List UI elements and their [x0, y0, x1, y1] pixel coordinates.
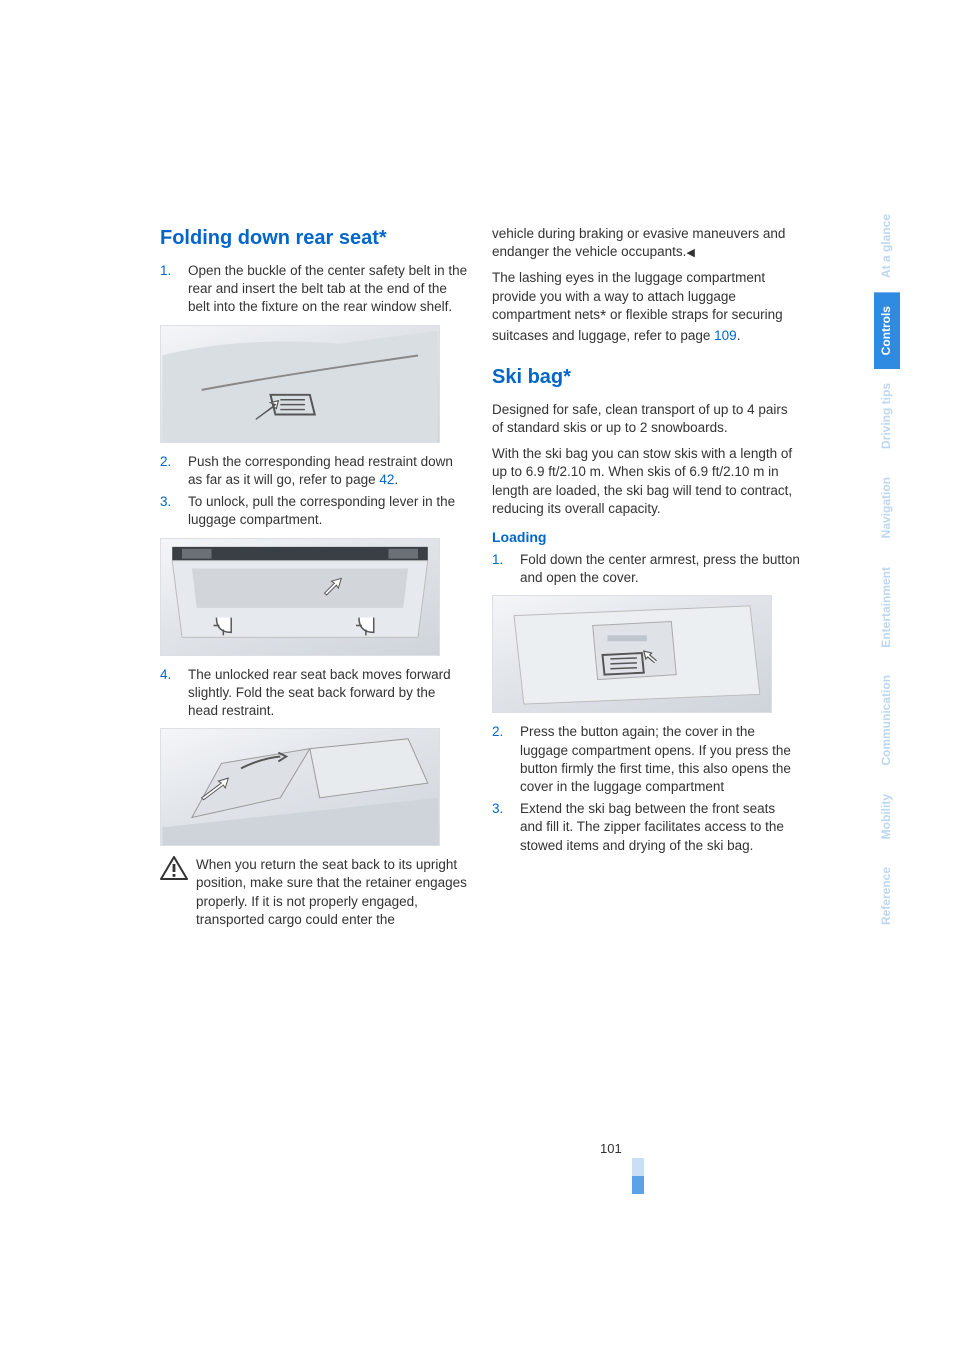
step-item: 4. The unlocked rear seat back moves for…: [160, 666, 468, 721]
tab-driving-tips[interactable]: Driving tips: [874, 369, 900, 463]
text-fragment: .: [394, 472, 398, 487]
tab-mobility[interactable]: Mobility: [874, 780, 900, 853]
step-number: 2.: [160, 453, 176, 489]
step-text: Open the buckle of the center safety bel…: [188, 262, 468, 317]
steps-list-1: 1. Open the buckle of the center safety …: [160, 262, 468, 317]
left-column: Folding down rear seat* 1. Open the buck…: [160, 225, 468, 929]
tab-entertainment[interactable]: Entertainment: [874, 553, 900, 662]
step-text: To unlock, pull the corresponding lever …: [188, 493, 468, 529]
step-item: 2. Press the button again; the cover in …: [492, 723, 800, 796]
step-item: 3. To unlock, pull the corresponding lev…: [160, 493, 468, 529]
text-fragment: vehicle during braking or evasive maneuv…: [492, 226, 785, 259]
step-text: Press the button again; the cover in the…: [520, 723, 800, 796]
step-number: 1.: [492, 551, 508, 587]
tab-reference[interactable]: Reference: [874, 853, 900, 939]
step-item: 2. Push the corresponding head restraint…: [160, 453, 468, 489]
text-fragment: Push the corresponding head restraint do…: [188, 454, 453, 487]
warning-text: When you return the seat back to its upr…: [196, 856, 468, 929]
content-area: Folding down rear seat* 1. Open the buck…: [160, 225, 800, 929]
step-text: The unlocked rear seat back moves forwar…: [188, 666, 468, 721]
steps-list-2: 2. Push the corresponding head restraint…: [160, 453, 468, 530]
tab-at-a-glance[interactable]: At a glance: [874, 200, 900, 292]
step-number: 4.: [160, 666, 176, 721]
page-number: 101: [600, 1140, 622, 1158]
warning-block: When you return the seat back to its upr…: [160, 856, 468, 929]
loading-steps-2: 2. Press the button again; the cover in …: [492, 723, 800, 855]
page-ref-link[interactable]: 109: [714, 328, 737, 343]
step-text: Fold down the center armrest, press the …: [520, 551, 800, 587]
warning-icon: [160, 856, 188, 880]
tab-navigation[interactable]: Navigation: [874, 463, 900, 552]
step-text: Push the corresponding head restraint do…: [188, 453, 468, 489]
page-container: Folding down rear seat* 1. Open the buck…: [0, 0, 954, 1351]
ski-bag-para-1: Designed for safe, clean transport of up…: [492, 401, 800, 437]
step-number: 1.: [160, 262, 176, 317]
right-column: vehicle during braking or evasive maneuv…: [492, 225, 800, 929]
continuation-paragraph: vehicle during braking or evasive maneuv…: [492, 225, 800, 261]
tab-controls[interactable]: Controls: [874, 292, 900, 369]
step-number: 3.: [492, 800, 508, 855]
step-item: 1. Fold down the center armrest, press t…: [492, 551, 800, 587]
tab-communication[interactable]: Communication: [874, 661, 900, 780]
step-number: 3.: [160, 493, 176, 529]
heading-ski-bag: Ski bag*: [492, 364, 800, 391]
figure-luggage-levers: [160, 538, 440, 656]
subheading-loading: Loading: [492, 528, 800, 547]
figure-seat-fold: [160, 728, 440, 846]
step-item: 1. Open the buckle of the center safety …: [160, 262, 468, 317]
step-number: 2.: [492, 723, 508, 796]
lashing-eyes-paragraph: The lashing eyes in the luggage compartm…: [492, 269, 800, 345]
ski-bag-para-2: With the ski bag you can stow skis with …: [492, 445, 800, 518]
page-indicator-icon: [632, 1158, 644, 1194]
steps-list-3: 4. The unlocked rear seat back moves for…: [160, 666, 468, 721]
step-text: Extend the ski bag between the front sea…: [520, 800, 800, 855]
text-fragment: .: [737, 328, 741, 343]
figure-belt-buckle: [160, 325, 440, 443]
figure-armrest-cover: [492, 595, 772, 713]
heading-folding-rear-seat: Folding down rear seat*: [160, 225, 468, 252]
page-ref-link[interactable]: 42: [379, 472, 394, 487]
step-item: 3. Extend the ski bag between the front …: [492, 800, 800, 855]
loading-steps-1: 1. Fold down the center armrest, press t…: [492, 551, 800, 587]
side-tab-strip: At a glance Controls Driving tips Naviga…: [874, 200, 900, 939]
end-mark-icon: ◀: [686, 247, 694, 259]
